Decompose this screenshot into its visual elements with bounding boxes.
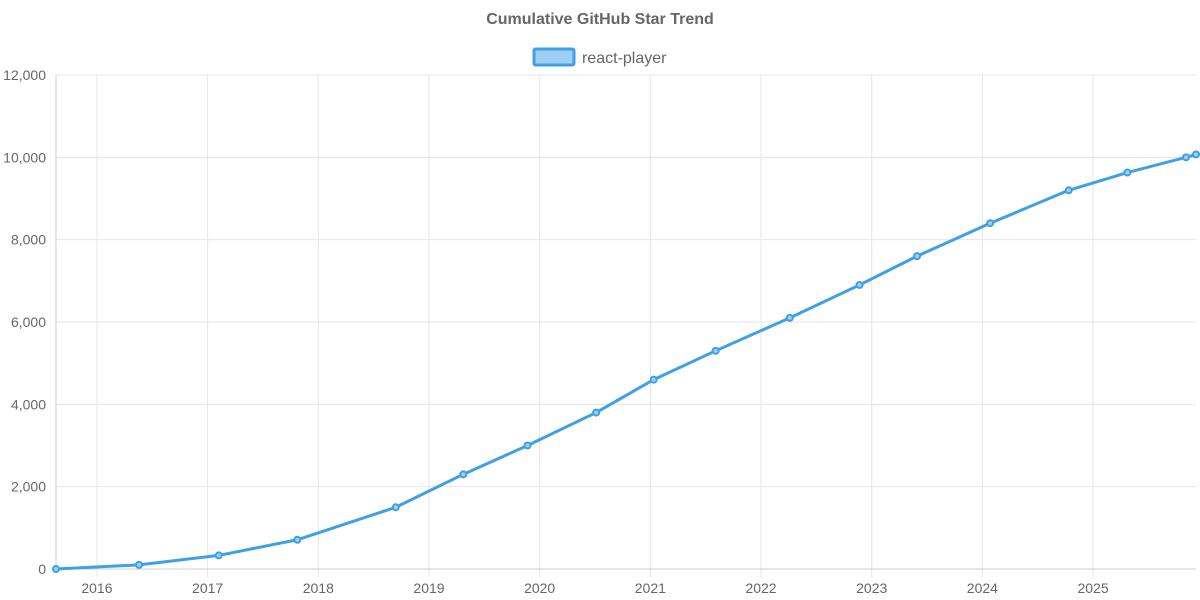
axis-layer xyxy=(55,75,1196,570)
data-point xyxy=(459,470,468,479)
data-point xyxy=(52,565,60,573)
data-point xyxy=(1064,186,1073,195)
y-tick-label: 12,000 xyxy=(3,67,46,83)
legend-swatch-react-player[interactable] xyxy=(532,47,576,67)
data-point xyxy=(1123,168,1132,177)
x-tick-label: 2023 xyxy=(856,580,887,596)
data-point xyxy=(855,280,864,289)
data-point xyxy=(785,313,794,322)
x-tick-label: 2019 xyxy=(413,580,444,596)
data-point xyxy=(711,346,720,355)
data-point xyxy=(1192,150,1200,159)
y-tick-label: 6,000 xyxy=(11,314,46,330)
y-tick-label: 4,000 xyxy=(11,396,46,412)
x-tick-label: 2024 xyxy=(967,580,998,596)
data-point xyxy=(135,560,144,569)
data-point xyxy=(214,551,223,560)
grid-layer xyxy=(56,74,1196,577)
data-point xyxy=(649,375,658,384)
x-tick-label: 2017 xyxy=(192,580,223,596)
x-tick-label: 2025 xyxy=(1077,580,1108,596)
tick-label-layer: 0 2,000 4,000 6,000 8,000 10,000 12,000 2016 201… xyxy=(3,67,1109,596)
x-tick-label: 2018 xyxy=(303,580,334,596)
y-tick-label: 10,000 xyxy=(3,149,46,165)
data-point xyxy=(391,503,400,512)
legend[interactable]: react-player xyxy=(532,47,667,67)
y-tick-label: 2,000 xyxy=(11,479,46,495)
data-point xyxy=(913,252,922,261)
data-point xyxy=(1182,153,1191,162)
x-tick-label: 2022 xyxy=(745,580,776,596)
y-tick-label: 0 xyxy=(38,561,46,577)
data-point xyxy=(293,535,302,544)
x-tick-label: 2020 xyxy=(524,580,555,596)
x-tick-label: 2021 xyxy=(635,580,666,596)
legend-label-react-player[interactable]: react-player xyxy=(582,50,667,67)
data-point xyxy=(592,408,601,417)
data-point xyxy=(986,219,995,228)
series-line-react-player xyxy=(54,152,1198,571)
x-tick-label: 2016 xyxy=(81,580,112,596)
data-point xyxy=(523,441,532,450)
chart-title: Cumulative GitHub Star Trend xyxy=(486,11,714,28)
series-layer xyxy=(52,150,1200,573)
y-tick-label: 8,000 xyxy=(11,232,46,248)
